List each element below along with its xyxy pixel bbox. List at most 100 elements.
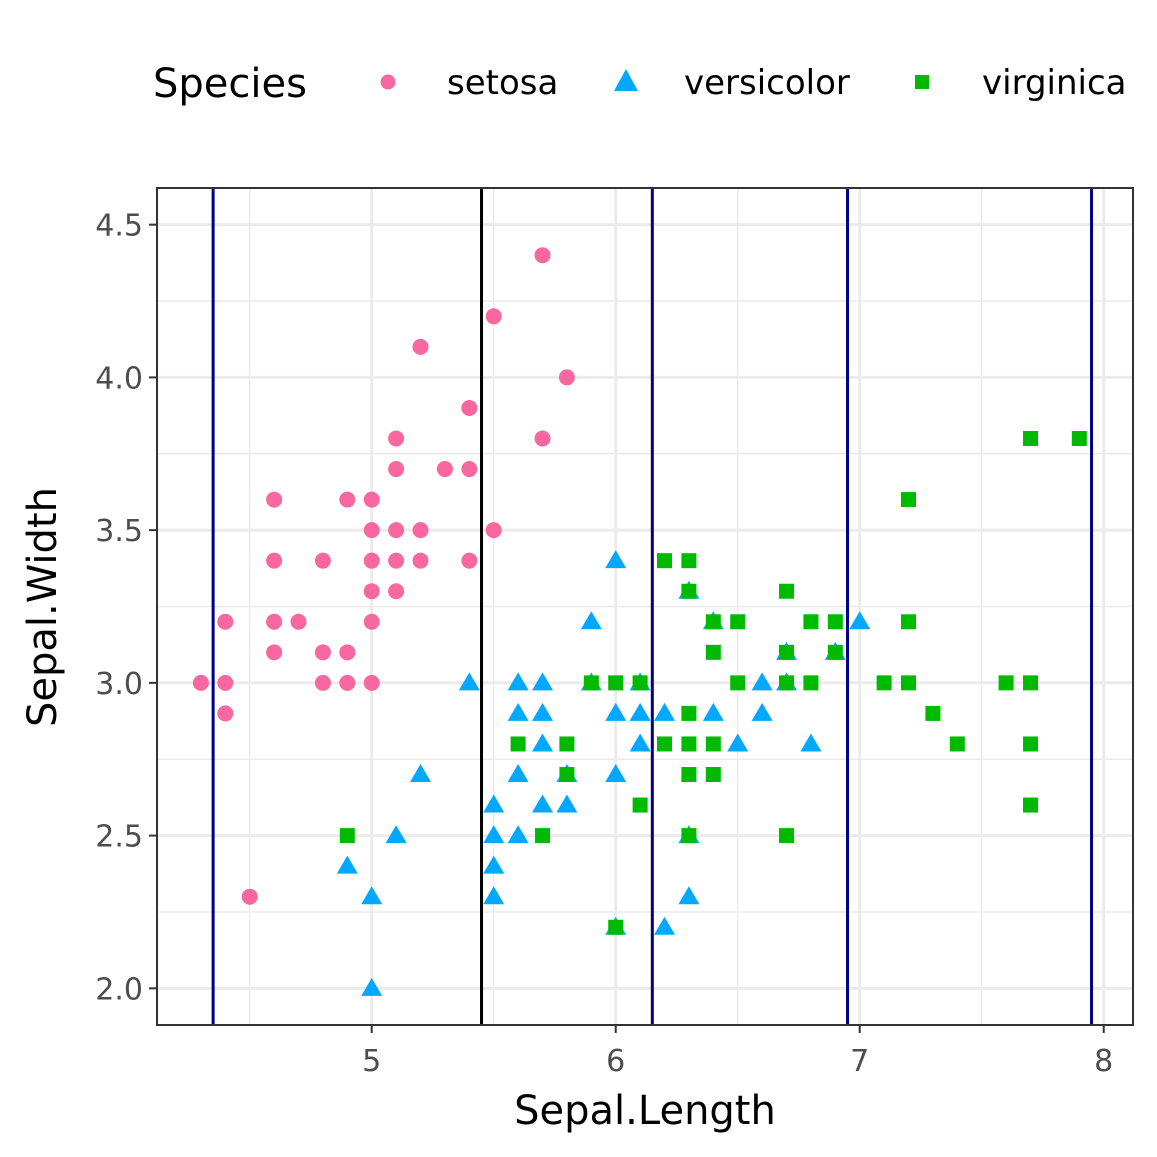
point-setosa xyxy=(363,613,380,630)
point-versicolor xyxy=(605,764,627,783)
point-virginica xyxy=(510,736,526,752)
point-setosa xyxy=(363,674,380,691)
point-versicolor xyxy=(556,794,578,813)
point-versicolor xyxy=(751,702,773,721)
point-setosa xyxy=(339,674,356,691)
point-virginica xyxy=(681,767,697,783)
legend-key-versicolor xyxy=(614,69,638,91)
plot-panel-border xyxy=(156,187,1134,1026)
point-versicolor xyxy=(629,702,651,721)
point-setosa xyxy=(388,430,405,447)
point-versicolor xyxy=(605,550,627,569)
point-versicolor xyxy=(532,672,554,691)
point-versicolor xyxy=(751,672,773,691)
point-setosa xyxy=(363,552,380,569)
point-virginica xyxy=(705,614,721,630)
gridlines xyxy=(157,188,1133,1025)
y-tick-label: 4.0 xyxy=(95,361,143,396)
point-versicolor xyxy=(532,733,554,752)
point-virginica xyxy=(681,736,697,752)
point-virginica xyxy=(901,614,917,630)
point-setosa xyxy=(363,583,380,600)
vertical-reference-lines xyxy=(211,188,1094,1025)
point-virginica xyxy=(949,736,965,752)
point-versicolor xyxy=(458,672,480,691)
point-versicolor xyxy=(483,825,505,844)
legend-label-versicolor: versicolor xyxy=(684,63,850,103)
x-tick-label: 5 xyxy=(362,1044,381,1079)
point-virginica xyxy=(705,644,721,660)
point-versicolor xyxy=(532,794,554,813)
point-virginica xyxy=(779,583,795,599)
x-tick-label: 8 xyxy=(1094,1044,1113,1079)
point-versicolor xyxy=(483,794,505,813)
point-versicolor xyxy=(678,886,700,905)
x-axis: 5 6 7 8 xyxy=(362,1025,1113,1079)
point-versicolor xyxy=(580,611,602,630)
point-versicolor xyxy=(507,702,529,721)
point-setosa xyxy=(412,338,429,355)
point-versicolor xyxy=(410,764,432,783)
point-virginica xyxy=(608,675,624,691)
point-versicolor xyxy=(654,702,676,721)
point-versicolor xyxy=(532,702,554,721)
point-virginica xyxy=(827,644,843,660)
point-setosa xyxy=(266,491,283,508)
point-virginica xyxy=(1023,797,1039,813)
point-virginica xyxy=(583,675,599,691)
point-setosa xyxy=(217,705,234,722)
point-virginica xyxy=(705,736,721,752)
legend-key-setosa xyxy=(380,74,396,90)
point-setosa xyxy=(485,308,502,325)
point-setosa xyxy=(534,430,551,447)
point-setosa xyxy=(558,369,575,386)
point-setosa xyxy=(485,522,502,539)
point-versicolor xyxy=(507,764,529,783)
point-versicolor xyxy=(483,855,505,874)
point-setosa xyxy=(388,522,405,539)
point-virginica xyxy=(559,736,575,752)
point-virginica xyxy=(730,614,746,630)
point-virginica xyxy=(339,828,355,844)
y-tick-label: 2.0 xyxy=(95,972,143,1007)
point-virginica xyxy=(535,828,551,844)
point-setosa xyxy=(314,552,331,569)
point-setosa xyxy=(266,552,283,569)
point-virginica xyxy=(657,553,673,569)
point-versicolor xyxy=(702,702,724,721)
point-setosa xyxy=(192,674,209,691)
point-virginica xyxy=(705,767,721,783)
legend-label-virginica: virginica xyxy=(982,63,1127,103)
point-setosa xyxy=(388,552,405,569)
x-tick-label: 7 xyxy=(850,1044,869,1079)
series-setosa xyxy=(192,247,575,905)
point-virginica xyxy=(779,675,795,691)
legend: Species setosa versicolor virginica xyxy=(153,61,1127,107)
point-virginica xyxy=(632,797,648,813)
point-virginica xyxy=(608,919,624,935)
point-setosa xyxy=(266,644,283,661)
point-setosa xyxy=(339,644,356,661)
point-virginica xyxy=(827,614,843,630)
point-versicolor xyxy=(629,733,651,752)
point-setosa xyxy=(363,522,380,539)
point-versicolor xyxy=(361,977,383,996)
point-virginica xyxy=(1071,430,1087,446)
x-tick-label: 6 xyxy=(606,1044,625,1079)
point-setosa xyxy=(241,888,258,905)
point-setosa xyxy=(388,461,405,478)
y-tick-label: 3.0 xyxy=(95,667,143,702)
point-versicolor xyxy=(507,825,529,844)
point-virginica xyxy=(681,828,697,844)
data-points xyxy=(192,247,1087,996)
point-virginica xyxy=(1023,675,1039,691)
legend-label-setosa: setosa xyxy=(447,63,558,103)
point-setosa xyxy=(412,552,429,569)
y-tick-label: 2.5 xyxy=(95,820,143,855)
y-axis: 2.0 2.5 3.0 3.5 4.0 4.5 xyxy=(95,209,157,1007)
point-virginica xyxy=(998,675,1014,691)
point-versicolor xyxy=(385,825,407,844)
point-virginica xyxy=(901,675,917,691)
point-virginica xyxy=(779,644,795,660)
